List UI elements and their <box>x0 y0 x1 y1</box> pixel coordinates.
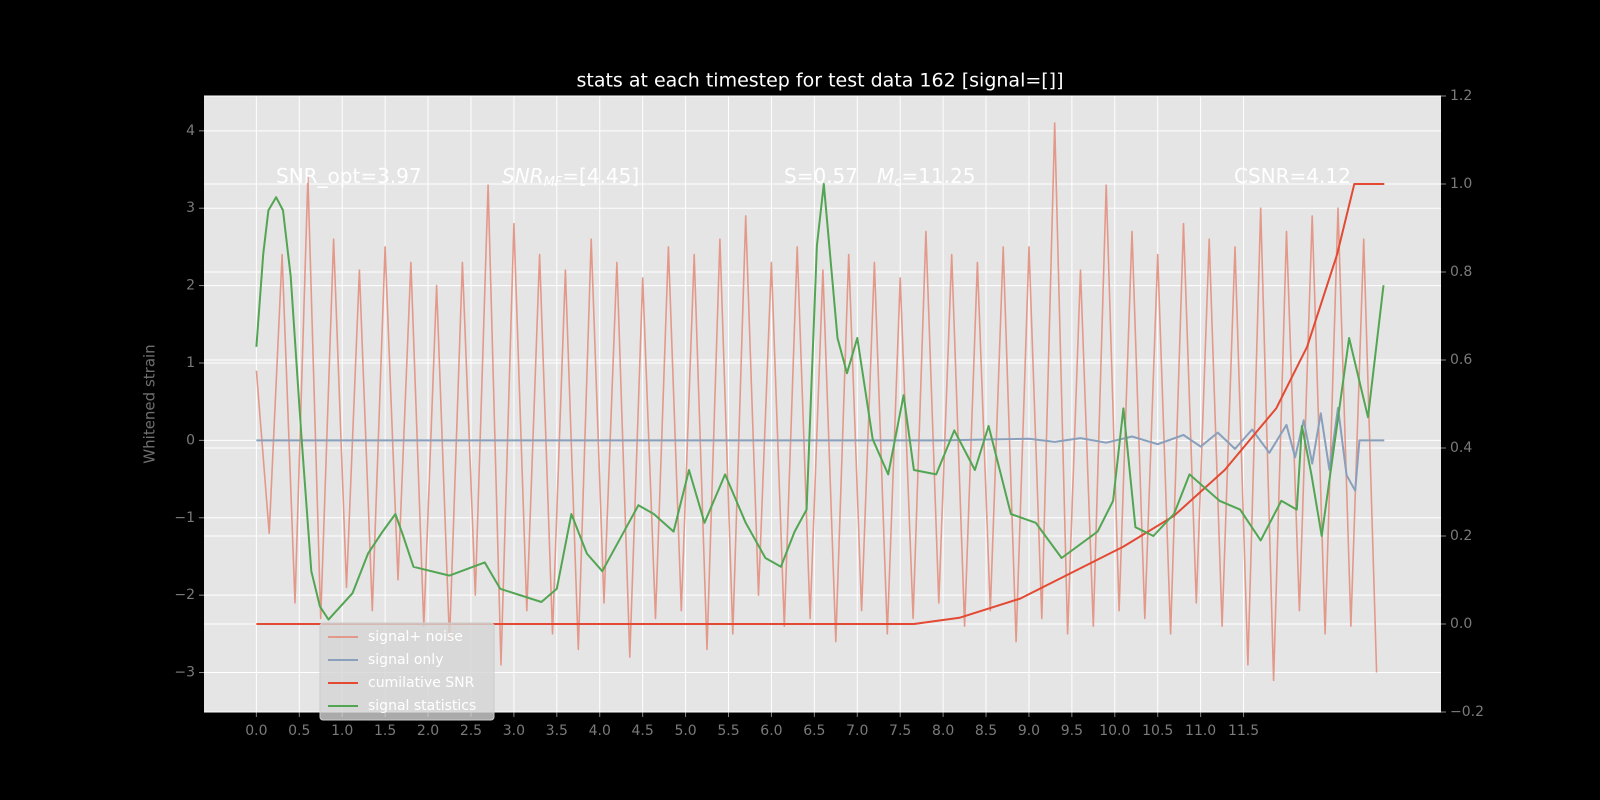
y2-tick-label: 0.2 <box>1450 528 1472 544</box>
x-tick-label: 7.5 <box>889 723 911 739</box>
y-tick-label: −3 <box>174 665 195 681</box>
annotation-subscript: c <box>894 175 901 190</box>
legend-label: signal+ noise <box>368 629 463 645</box>
x-tick-label: 10.0 <box>1099 723 1130 739</box>
y2-tick-label: 0.0 <box>1450 616 1472 632</box>
x-tick-label: 3.0 <box>503 723 525 739</box>
y-tick-label: −2 <box>174 587 195 603</box>
x-tick-label: 9.5 <box>1061 723 1083 739</box>
y2-tick-label: 0.8 <box>1450 264 1472 280</box>
annotation-text: CSNR=4.12 <box>1234 164 1351 188</box>
series-line <box>255 183 1385 621</box>
series-line <box>256 183 1385 625</box>
x-tick-label: 9.0 <box>1018 723 1040 739</box>
annotation-text: S=0.57 <box>784 164 858 188</box>
x-tick-label: 5.5 <box>717 723 739 739</box>
annotation-subscript: MF <box>544 175 563 190</box>
x-tick-label: 0.5 <box>288 723 310 739</box>
x-tick-label: 2.5 <box>460 723 482 739</box>
x-tick-label: 6.5 <box>803 723 825 739</box>
y2-tick-label: 0.6 <box>1450 352 1472 368</box>
annotation-text: SNR_opt=3.97 <box>276 164 422 188</box>
annotation: SNR_opt=3.97 <box>276 164 422 188</box>
y-tick-label: 3 <box>186 200 195 216</box>
annotation-text: =11.25 <box>901 164 975 188</box>
x-tick-label: 1.5 <box>374 723 396 739</box>
series-line <box>255 122 1378 682</box>
y-tick-label: 4 <box>186 123 195 139</box>
y-tick-label: 2 <box>186 278 195 294</box>
legend-label: signal only <box>368 652 443 668</box>
legend-box <box>319 622 495 721</box>
x-tick-label: 10.5 <box>1142 723 1173 739</box>
y2-tick-label: 0.4 <box>1450 440 1472 456</box>
annotation-text: M <box>877 164 894 188</box>
y2-tick-label: 1.0 <box>1450 176 1472 192</box>
y-tick-label: −1 <box>174 510 195 526</box>
annotation-text: SNR <box>502 164 544 188</box>
y-axis-label: Whitened strain <box>141 344 159 463</box>
x-tick-label: 6.0 <box>760 723 782 739</box>
x-tick-label: 8.0 <box>932 723 954 739</box>
x-tick-label: 5.0 <box>674 723 696 739</box>
x-tick-label: 11.5 <box>1228 723 1259 739</box>
annotation: CSNR=4.12 <box>1234 164 1351 188</box>
x-tick-label: 11.0 <box>1185 723 1216 739</box>
annotation: Mc=11.25 <box>877 164 975 190</box>
x-tick-label: 4.5 <box>632 723 654 739</box>
x-tick-label: 0.0 <box>245 723 267 739</box>
y2-tick-label: 1.2 <box>1450 88 1472 104</box>
chart-title: stats at each timestep for test data 162… <box>576 70 1063 92</box>
x-tick-label: 1.0 <box>331 723 353 739</box>
annotation: SNRMF=[4.45] <box>502 164 639 190</box>
y2-tick-label: −0.2 <box>1450 704 1484 720</box>
x-tick-label: 2.0 <box>417 723 439 739</box>
annotation-text: =[4.45] <box>562 164 639 188</box>
legend-label: signal statistics <box>368 698 476 714</box>
annotation: S=0.57 <box>784 164 858 188</box>
y-tick-label: 0 <box>186 432 195 448</box>
y-tick-label: 1 <box>186 355 195 371</box>
x-tick-label: 3.5 <box>546 723 568 739</box>
series-line <box>256 406 1385 492</box>
legend-label: cumilative SNR <box>368 675 475 691</box>
x-tick-label: 4.0 <box>589 723 611 739</box>
x-tick-label: 8.5 <box>975 723 997 739</box>
x-tick-label: 7.0 <box>846 723 868 739</box>
